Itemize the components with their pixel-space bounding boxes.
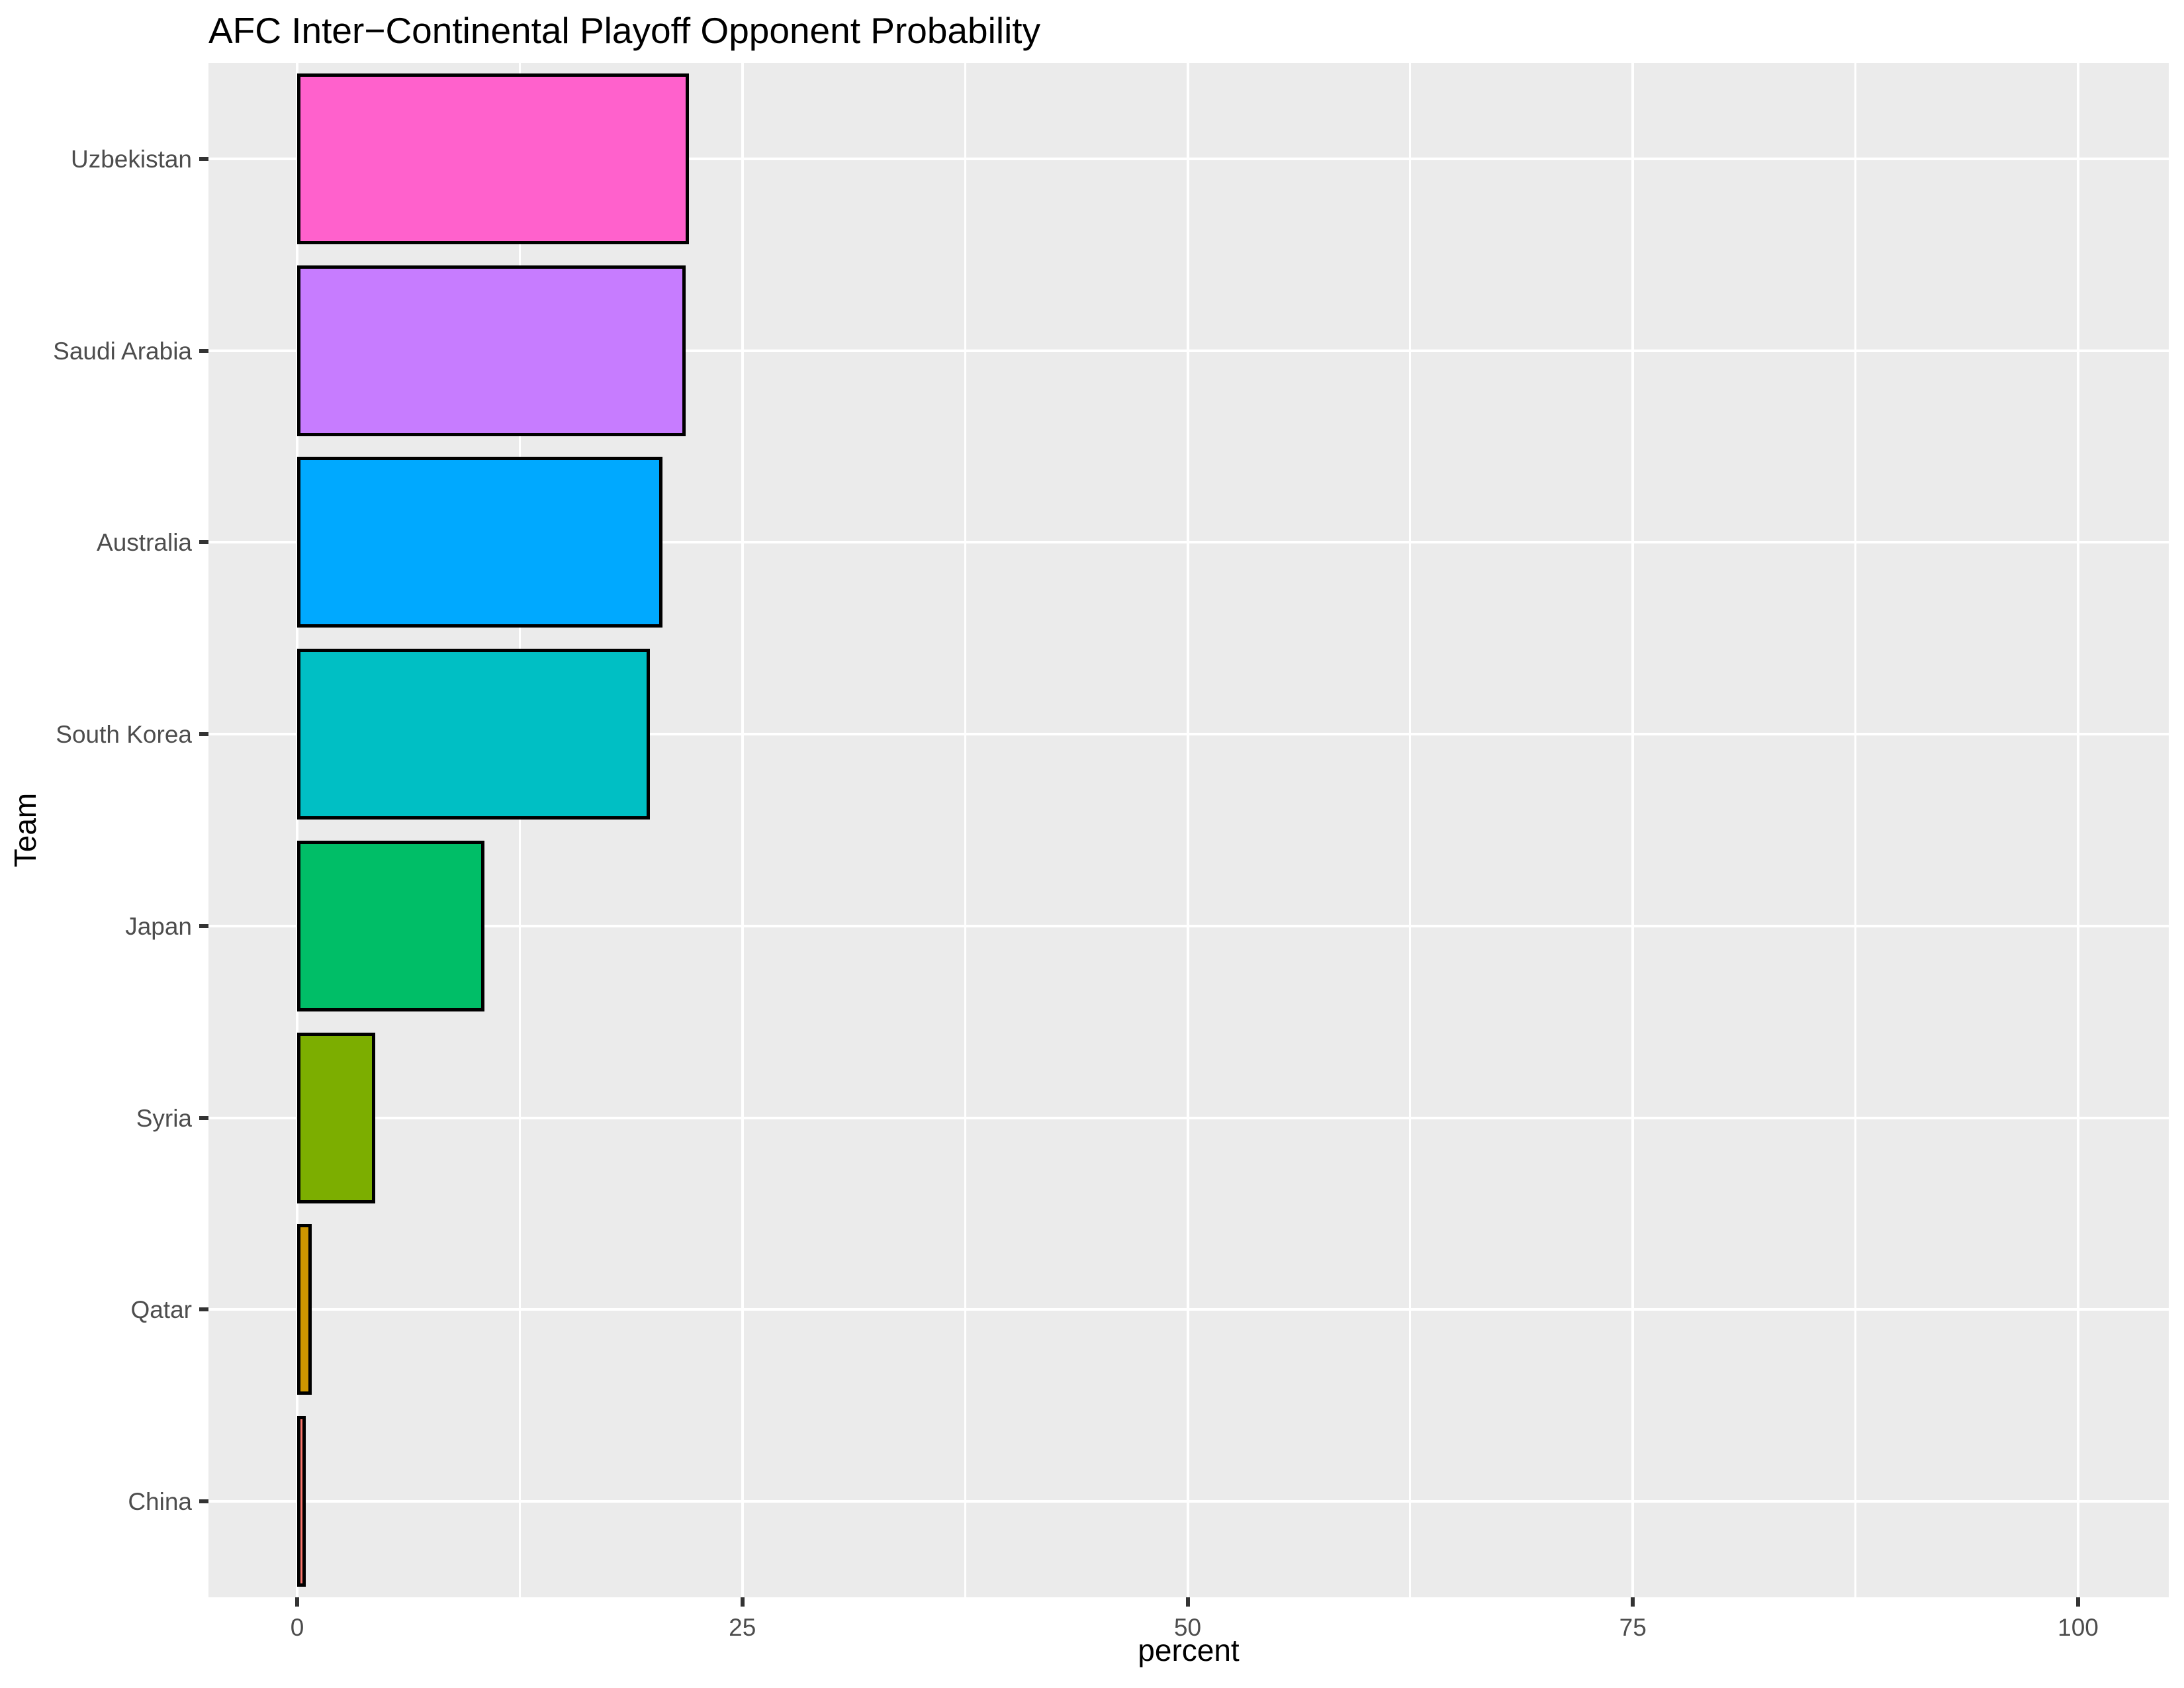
bar-japan: [297, 840, 484, 1011]
chart-title: AFC Inter−Continental Playoff Opponent P…: [208, 10, 1041, 51]
y-tick-uzbekistan: [199, 156, 208, 161]
x-major-gridline-25: [741, 63, 744, 1597]
y-tick-saudi-arabia: [199, 348, 208, 353]
x-minor-gridline: [1409, 63, 1412, 1597]
x-tick-label-100: 100: [2058, 1614, 2099, 1641]
x-tick-25: [740, 1597, 745, 1607]
y-tick-label-australia: Australia: [97, 529, 192, 557]
y-tick-label-syria: Syria: [136, 1104, 192, 1132]
bar-qatar: [297, 1224, 312, 1395]
y-tick-japan: [199, 923, 208, 928]
bar-china: [297, 1416, 306, 1587]
x-major-gridline-50: [1186, 63, 1189, 1597]
x-tick-75: [1631, 1597, 1635, 1607]
bar-uzbekistan: [297, 73, 690, 244]
y-tick-australia: [199, 540, 208, 545]
bar-saudi-arabia: [297, 265, 686, 436]
x-major-gridline-75: [1631, 63, 1635, 1597]
x-tick-0: [295, 1597, 299, 1607]
bar-australia: [297, 457, 662, 628]
bar-south-korea: [297, 649, 650, 820]
y-tick-china: [199, 1499, 208, 1504]
y-axis-title: Team: [8, 792, 42, 868]
x-tick-label-25: 25: [729, 1614, 756, 1641]
x-tick-50: [1185, 1597, 1190, 1607]
x-minor-gridline: [964, 63, 966, 1597]
y-tick-label-saudi-arabia: Saudi Arabia: [53, 337, 192, 365]
y-tick-south-korea: [199, 732, 208, 737]
x-tick-label-75: 75: [1619, 1614, 1647, 1641]
x-axis-title: percent: [1138, 1633, 1240, 1667]
x-minor-gridline: [1854, 63, 1857, 1597]
x-minor-gridline: [518, 63, 521, 1597]
y-tick-label-south-korea: South Korea: [56, 721, 192, 749]
x-tick-label-50: 50: [1173, 1614, 1202, 1641]
y-tick-label-qatar: Qatar: [130, 1296, 192, 1324]
x-tick-label-0: 0: [290, 1614, 304, 1641]
x-major-gridline-0: [296, 63, 298, 1597]
x-tick-100: [2076, 1597, 2080, 1607]
y-tick-syria: [199, 1115, 208, 1120]
x-major-gridline-100: [2077, 63, 2079, 1597]
y-tick-qatar: [199, 1307, 208, 1312]
y-tick-label-japan: Japan: [125, 912, 192, 940]
y-tick-label-china: China: [128, 1488, 192, 1516]
bar-syria: [297, 1032, 376, 1203]
y-tick-label-uzbekistan: Uzbekistan: [70, 145, 192, 173]
